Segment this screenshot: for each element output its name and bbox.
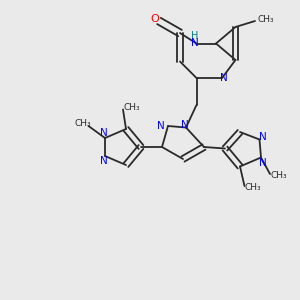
Text: N: N (100, 128, 107, 139)
Text: N: N (157, 121, 164, 131)
Text: CH₃: CH₃ (271, 171, 287, 180)
Text: CH₃: CH₃ (124, 103, 140, 112)
Text: CH₃: CH₃ (74, 119, 91, 128)
Text: CH₃: CH₃ (257, 15, 274, 24)
Text: O: O (150, 14, 159, 25)
Text: N: N (220, 73, 227, 83)
Text: H: H (191, 31, 199, 41)
Text: CH₃: CH₃ (244, 183, 261, 192)
Text: N: N (191, 38, 199, 49)
Text: N: N (259, 131, 266, 142)
Text: N: N (259, 158, 266, 169)
Text: N: N (181, 119, 188, 130)
Text: N: N (100, 155, 107, 166)
